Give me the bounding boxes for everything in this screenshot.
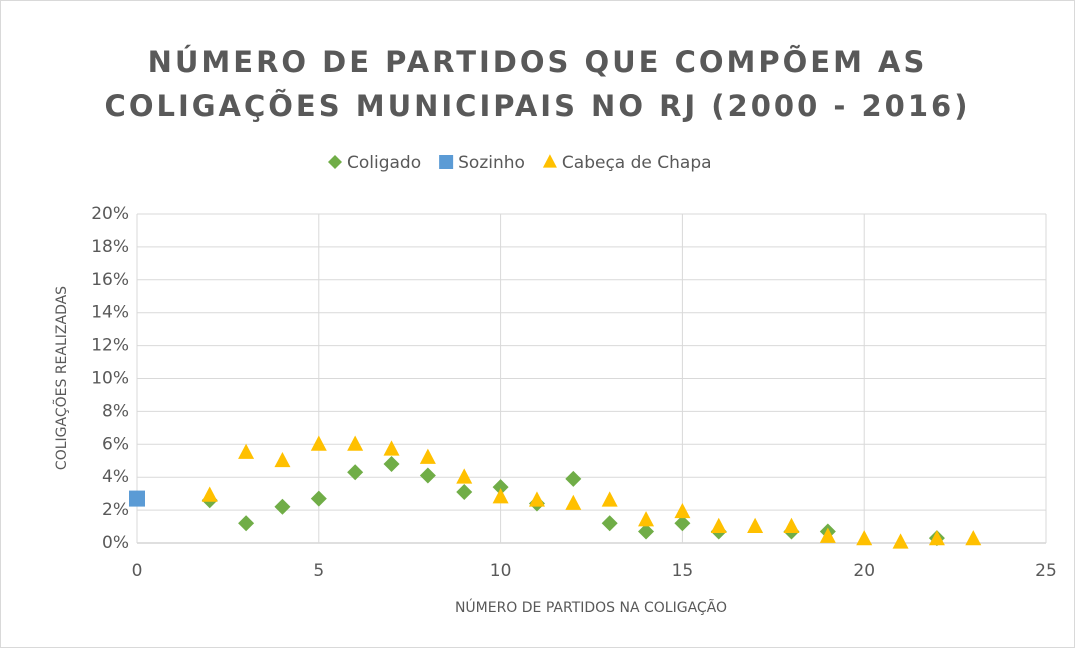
point: [638, 523, 655, 540]
point: [856, 530, 873, 546]
point: [638, 511, 655, 527]
point: [129, 490, 145, 507]
x-tick-label: 15: [672, 561, 694, 581]
x-axis-label: NÚMERO DE PARTIDOS NA COLIGAÇÃO: [455, 598, 727, 616]
point: [310, 490, 327, 507]
point: [892, 533, 909, 549]
y-tick-label: 2%: [102, 500, 129, 520]
point: [238, 515, 255, 532]
point: [565, 494, 582, 510]
legend-label: Sozinho: [458, 153, 525, 173]
point: [456, 484, 473, 501]
legend-label: Cabeça de Chapa: [562, 153, 712, 173]
point: [492, 479, 509, 496]
point: [419, 467, 436, 484]
point: [674, 515, 691, 532]
point: [383, 456, 400, 473]
y-tick-label: 18%: [91, 237, 129, 257]
x-tick-label: 20: [853, 561, 875, 581]
legend-marker: [439, 155, 454, 169]
point: [238, 443, 255, 459]
point: [819, 527, 836, 543]
y-tick-label: 6%: [102, 434, 129, 454]
y-tick-label: 14%: [91, 303, 129, 323]
y-tick-label: 12%: [91, 336, 129, 356]
x-tick-label: 10: [490, 561, 512, 581]
point: [601, 515, 618, 532]
point: [383, 440, 400, 456]
y-axis-label: COLIGAÇÕES REALIZADAS: [53, 286, 70, 470]
x-tick-label: 5: [313, 561, 324, 581]
point: [710, 517, 727, 533]
point: [965, 530, 982, 546]
y-tick-label: 20%: [91, 204, 129, 224]
point: [310, 435, 327, 451]
y-tick-label: 0%: [102, 533, 129, 553]
x-tick-label: 0: [132, 561, 143, 581]
title-box: NÚMERO DE PARTIDOS QUE COMPÕEM AS COLIGA…: [104, 45, 971, 123]
y-tick-label: 10%: [91, 369, 129, 389]
point: [274, 451, 291, 468]
y-tick-label: 16%: [91, 270, 129, 290]
point: [419, 448, 436, 464]
point: [347, 464, 364, 481]
legend-marker: [328, 155, 342, 169]
point: [456, 468, 473, 484]
chart-title: NÚMERO DE PARTIDOS QUE COMPÕEM AS COLIGA…: [104, 45, 971, 123]
point: [492, 488, 509, 504]
point: [928, 530, 945, 546]
point: [274, 498, 291, 515]
y-tick-label: 4%: [102, 467, 129, 487]
legend-label: Coligado: [347, 153, 421, 173]
y-tick-label: 8%: [102, 401, 129, 421]
point: [201, 486, 218, 502]
point: [347, 435, 364, 451]
point: [783, 517, 800, 533]
point: [528, 491, 545, 507]
point: [674, 502, 691, 519]
x-tick-label: 25: [1035, 561, 1057, 581]
legend-marker: [542, 154, 557, 168]
point: [747, 517, 764, 533]
point: [601, 491, 618, 507]
point: [565, 470, 582, 487]
